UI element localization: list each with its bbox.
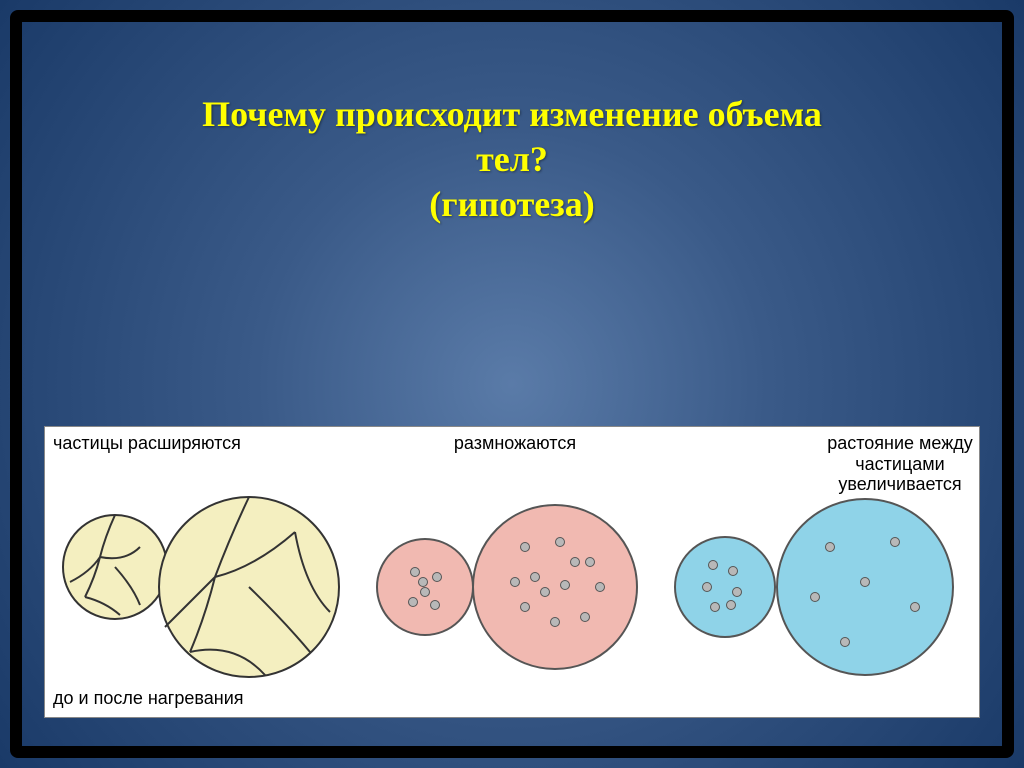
label-expand: частицы расширяются [53,433,365,454]
slide-title: Почему происходит изменение объема тел? … [22,92,1002,227]
label-multiply: размножаются [365,433,665,454]
hypothesis-group-multiply: размножаются [365,427,665,717]
slide-frame: Почему происходит изменение объема тел? … [10,10,1014,758]
label-distance: растояние между частицами увеличивается [785,433,1015,495]
title-line-2: тел? [22,137,1002,182]
hypothesis-group-distance: растояние между частицами увеличивается [665,427,1023,717]
distance-large-circle [777,499,953,675]
label-before-after: до и после нагревания [53,688,244,709]
expand-large-circle [159,497,339,677]
multiply-circles-svg [365,427,665,719]
distance-small-circle [675,537,775,637]
multiply-small-circle [377,539,473,635]
title-line-1: Почему происходит изменение объема [22,92,1002,137]
expand-circles-svg [45,427,365,719]
diagram-strip: частицы расширяются до и после нагревани… [44,426,980,718]
hypothesis-group-expand: частицы расширяются до и после нагревани… [45,427,365,717]
title-line-3: (гипотеза) [22,182,1002,227]
expand-small-circle [63,515,167,619]
multiply-large-circle [473,505,637,669]
